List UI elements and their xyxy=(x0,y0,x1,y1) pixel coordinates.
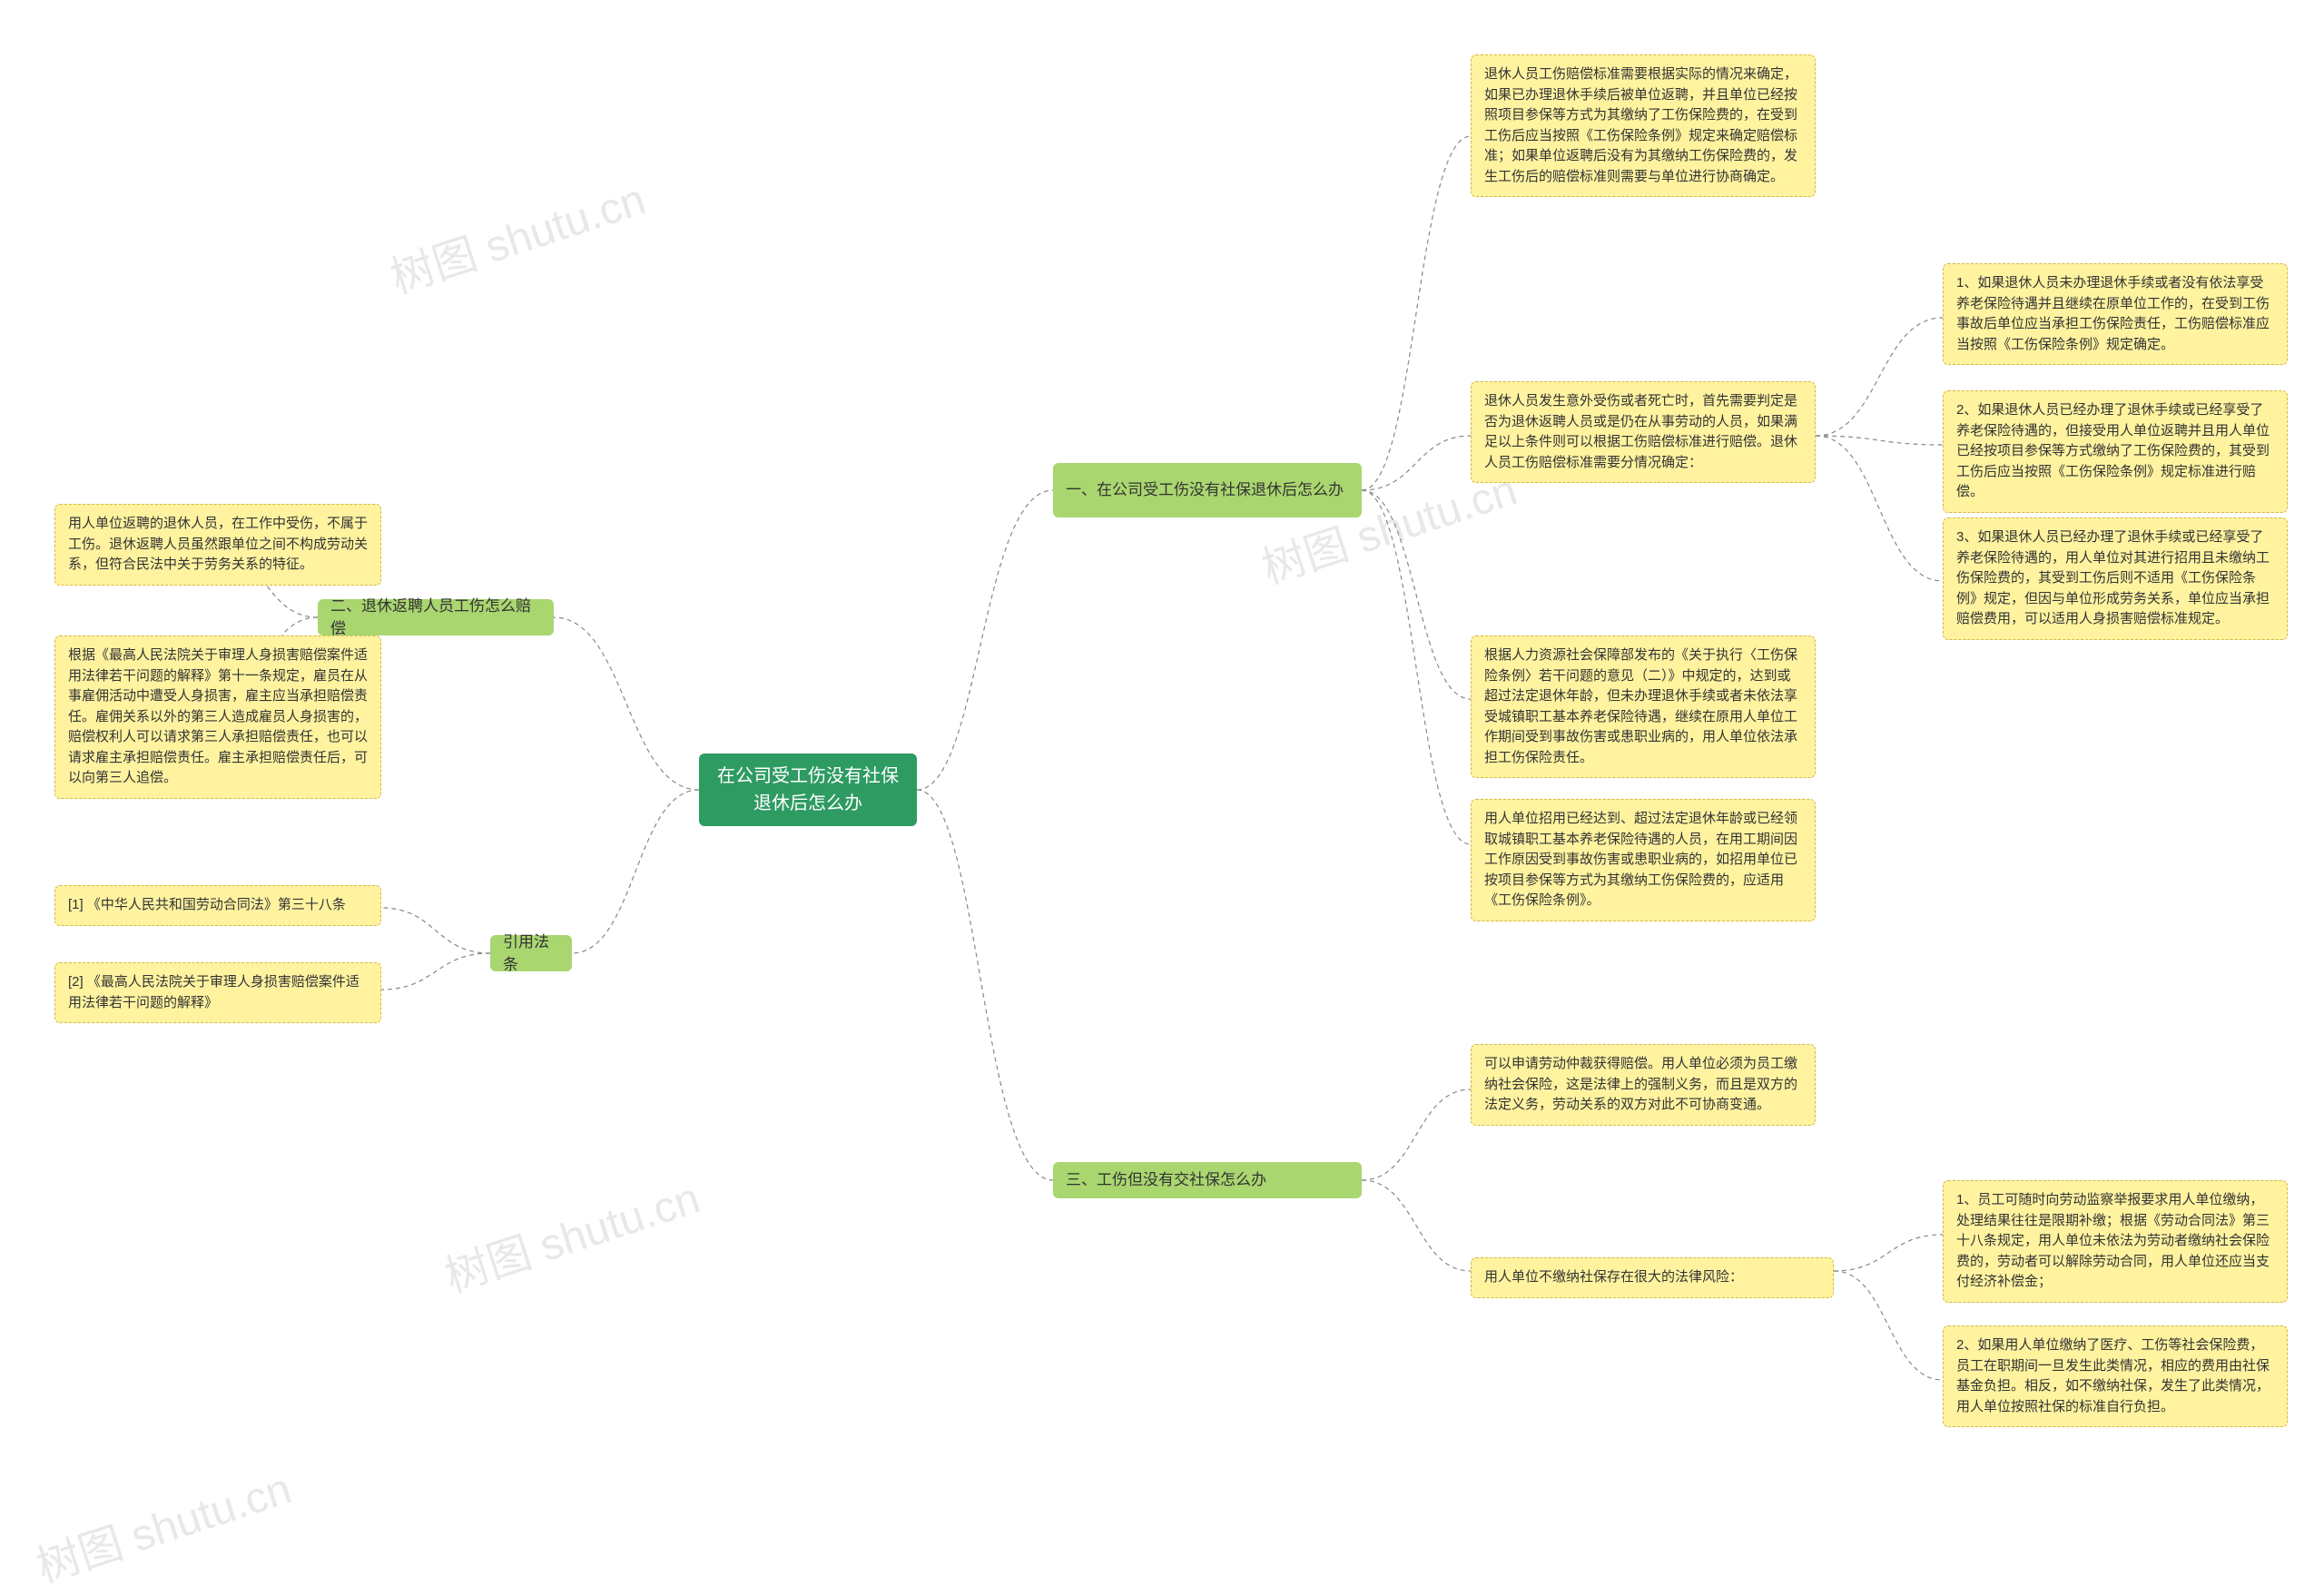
leaf-b1-2-3: 3、如果退休人员已经办理了退休手续或已经享受了养老保险待遇的，用人单位对其进行招… xyxy=(1943,517,2288,640)
leaf-b3-2: 用人单位不缴纳社保存在很大的法律风险： xyxy=(1471,1257,1834,1298)
leaf-b4-1: [1] 《中华人民共和国劳动合同法》第三十八条 xyxy=(54,885,381,926)
watermark: 树图 shutu.cn xyxy=(381,163,652,305)
leaf-b2-2: 根据《最高人民法院关于审理人身损害赔偿案件适用法律若干问题的解释》第十一条规定，… xyxy=(54,635,381,799)
watermark: 树图 shutu.cn xyxy=(436,1162,706,1304)
leaf-b1-4: 用人单位招用已经达到、超过法定退休年龄或已经领取城镇职工基本养老保险待遇的人员，… xyxy=(1471,799,1816,921)
leaf-b3-2-2: 2、如果用人单位缴纳了医疗、工伤等社会保险费，员工在职期间一旦发生此类情况，相应… xyxy=(1943,1325,2288,1427)
leaf-b1-2-2: 2、如果退休人员已经办理了退休手续或已经享受了养老保险待遇的，但接受用人单位返聘… xyxy=(1943,390,2288,513)
leaf-b3-2-1: 1、员工可随时向劳动监察举报要求用人单位缴纳，处理结果往往是限期补缴；根据《劳动… xyxy=(1943,1180,2288,1303)
branch-3: 三、工伤但没有交社保怎么办 xyxy=(1053,1162,1362,1198)
leaf-b1-3: 根据人力资源社会保障部发布的《关于执行〈工伤保险条例〉若干问题的意见（二）》中规… xyxy=(1471,635,1816,778)
leaf-b1-1: 退休人员工伤赔偿标准需要根据实际的情况来确定，如果已办理退休手续后被单位返聘，并… xyxy=(1471,54,1816,197)
root-node: 在公司受工伤没有社保退休后怎么办 xyxy=(699,754,917,826)
branch-2: 二、退休返聘人员工伤怎么赔偿 xyxy=(318,599,554,635)
leaf-b3-1: 可以申请劳动仲裁获得赔偿。用人单位必须为员工缴纳社会保险，这是法律上的强制义务，… xyxy=(1471,1044,1816,1126)
leaf-b1-2: 退休人员发生意外受伤或者死亡时，首先需要判定是否为退休返聘人员或是仍在从事劳动的… xyxy=(1471,381,1816,483)
branch-4: 引用法条 xyxy=(490,935,572,971)
leaf-b2-1: 用人单位返聘的退休人员，在工作中受伤，不属于工伤。退休返聘人员虽然跟单位之间不构… xyxy=(54,504,381,586)
watermark: 树图 shutu.cn xyxy=(27,1453,298,1586)
leaf-b1-2-1: 1、如果退休人员未办理退休手续或者没有依法享受养老保险待遇并且继续在原单位工作的… xyxy=(1943,263,2288,365)
branch-1: 一、在公司受工伤没有社保退休后怎么办 xyxy=(1053,463,1362,517)
leaf-b4-2: [2] 《最高人民法院关于审理人身损害赔偿案件适用法律若干问题的解释》 xyxy=(54,962,381,1023)
